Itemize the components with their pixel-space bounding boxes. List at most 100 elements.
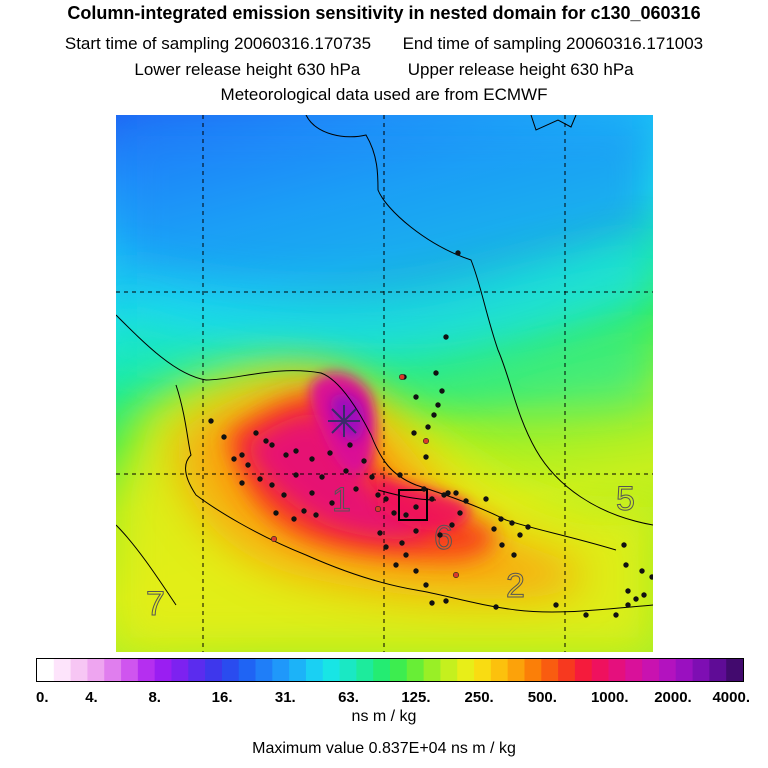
particle-dot xyxy=(445,490,451,496)
particle-dot xyxy=(493,604,499,610)
cluster-label-5: 5 xyxy=(616,480,635,518)
particle-dot xyxy=(639,568,645,574)
colorbar-swatch xyxy=(490,659,509,681)
particle-dot xyxy=(257,476,263,482)
particle-dot xyxy=(453,490,459,496)
upper-value: 630 hPa xyxy=(570,60,634,79)
particle-dot xyxy=(343,468,349,474)
colorbar-swatch xyxy=(625,659,643,681)
colorbar-swatch xyxy=(474,659,492,681)
particle-dot xyxy=(509,520,515,526)
particle-dot xyxy=(231,456,237,462)
particle-dot xyxy=(525,524,531,530)
particle-dot xyxy=(517,532,523,538)
cluster-label-1: 1 xyxy=(332,481,351,519)
particle-dot xyxy=(413,568,419,574)
colorbar-swatch xyxy=(675,659,693,681)
particle-dot xyxy=(483,496,489,502)
particle-dot xyxy=(429,496,435,502)
colorbar-swatch xyxy=(541,659,559,681)
colorbar-swatch xyxy=(440,659,458,681)
particle-dot-red xyxy=(374,505,381,512)
particle-dot-red xyxy=(422,437,429,444)
particle-dot xyxy=(411,430,417,436)
grid-lines xyxy=(116,115,653,652)
particle-dot xyxy=(443,334,449,340)
colorbar-tick-label: 63. xyxy=(338,689,359,706)
particle-dot xyxy=(375,492,381,498)
max-label: Maximum value xyxy=(252,740,365,757)
particle-dot xyxy=(433,370,439,376)
particle-dot xyxy=(208,418,214,424)
colorbar-swatch xyxy=(322,659,340,681)
colorbar-swatch xyxy=(457,659,475,681)
particle-dot xyxy=(621,542,627,548)
colorbar-swatch xyxy=(726,659,744,681)
colorbar-swatch xyxy=(121,659,139,681)
particle-dot xyxy=(293,472,299,478)
colorbar-swatch xyxy=(339,659,357,681)
colorbar-swatch xyxy=(272,659,290,681)
colorbar-swatch xyxy=(608,659,626,681)
particle-dot xyxy=(319,474,325,480)
particle-dot xyxy=(283,452,289,458)
particle-dot xyxy=(491,526,497,532)
particle-dot xyxy=(403,552,409,558)
end-label: End time of sampling xyxy=(402,34,562,53)
particle-dot xyxy=(613,612,619,618)
colorbar-swatch xyxy=(37,659,55,681)
start-value: 20060316.170735 xyxy=(234,34,372,53)
particle-dot xyxy=(649,574,653,580)
colorbar-tick-label: 8. xyxy=(148,689,161,706)
colorbar-swatch xyxy=(87,659,105,681)
colorbar-tick-label: 1000. xyxy=(590,689,629,706)
particle-dot xyxy=(625,602,631,608)
particle-dot xyxy=(423,582,429,588)
particle-dot xyxy=(463,498,469,504)
particle-dot xyxy=(413,394,419,400)
colorbar-ticks: 0. 4. 8. 16. 31. 63. 125. 250. 500. 1000. 2000. 400… xyxy=(36,687,750,707)
particle-dot xyxy=(393,562,399,568)
colorbar-tick-label: 0. xyxy=(36,689,49,706)
colorbar-swatch xyxy=(591,659,609,681)
particle-dot xyxy=(301,508,307,514)
colorbar-swatch xyxy=(574,659,593,681)
particle-dot xyxy=(429,600,435,606)
colorbar-swatch xyxy=(558,659,576,681)
particle-dot-red xyxy=(398,373,405,380)
particle-dot xyxy=(425,424,431,430)
particle-dot xyxy=(511,552,517,558)
particle-dot xyxy=(399,540,405,546)
particle-dot xyxy=(269,482,275,488)
colorbar-swatch xyxy=(238,659,256,681)
colorbar-swatch xyxy=(524,659,542,681)
upper-label: Upper release height xyxy=(407,60,566,79)
particle-dot xyxy=(383,496,389,502)
colorbar-swatch xyxy=(373,659,391,681)
cluster-label-7: 7 xyxy=(146,585,165,623)
colorbar-swatch xyxy=(642,659,660,681)
particle-dot xyxy=(431,412,437,418)
colorbar-swatch xyxy=(423,659,441,681)
colorbar-tick-label: 500. xyxy=(527,689,557,706)
particle-dot xyxy=(309,490,315,496)
max-unit: ns m / kg xyxy=(450,740,516,757)
particle-dot xyxy=(498,516,504,522)
particle-dot xyxy=(263,438,269,444)
coastlines xyxy=(116,115,653,613)
colorbar-tick-label: 4000. xyxy=(712,689,750,706)
colorbar-tick-label: 31. xyxy=(274,689,296,706)
colorbar-swatch xyxy=(137,659,156,681)
particle-dot xyxy=(435,402,441,408)
particle-dot xyxy=(457,510,463,516)
particle-dot xyxy=(281,492,287,498)
particle-dot xyxy=(239,480,245,486)
maximum-value-line: Maximum value 0.837E+04 ns m / kg xyxy=(0,740,768,758)
colorbar-swatch xyxy=(692,659,710,681)
release-box xyxy=(398,489,428,521)
particle-dot xyxy=(291,516,297,522)
colorbar-swatch xyxy=(709,659,727,681)
particle-dot xyxy=(309,456,315,462)
colorbar-tick-label: 2000. xyxy=(654,689,692,706)
colorbar-swatch xyxy=(70,659,88,681)
